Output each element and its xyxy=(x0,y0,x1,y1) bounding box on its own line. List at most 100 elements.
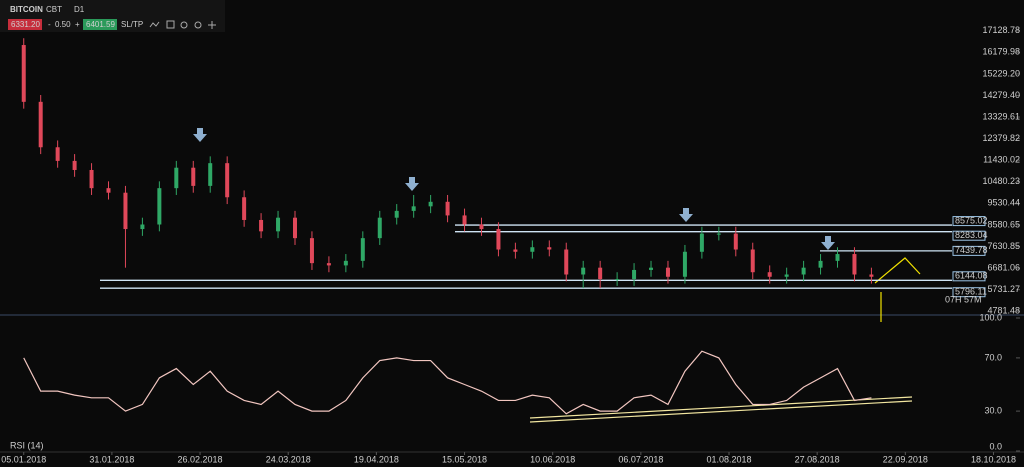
x-tick-label: 22.09.2018 xyxy=(883,454,928,464)
toolbar-icons[interactable] xyxy=(149,20,216,29)
candle-body xyxy=(123,192,128,230)
candle-body xyxy=(38,101,43,148)
icon[interactable] xyxy=(194,21,202,29)
candle-body xyxy=(292,217,297,239)
minus[interactable]: - xyxy=(48,20,51,29)
arrow xyxy=(821,236,835,250)
candle-body xyxy=(564,249,569,275)
level-label: 7439.78 xyxy=(955,245,988,255)
sltp[interactable]: SL/TP xyxy=(121,20,143,29)
candle-body xyxy=(665,267,670,277)
candle-body xyxy=(445,201,450,216)
candle-body xyxy=(242,197,247,220)
icon[interactable] xyxy=(208,21,216,29)
icon[interactable] xyxy=(166,20,175,29)
candle-body xyxy=(733,233,738,250)
arrow xyxy=(874,257,921,284)
x-tick-label: 01.08.2018 xyxy=(706,454,751,464)
y-tick-label: 14279.40 xyxy=(982,90,1020,100)
sell-button[interactable] xyxy=(8,19,42,30)
candle-body xyxy=(191,167,196,186)
rsi-tick-label: 0.0 xyxy=(989,441,1002,451)
candle-body xyxy=(869,274,874,277)
y-tick-label: 5731.27 xyxy=(987,284,1020,294)
sell-price[interactable]: 6331.20 xyxy=(11,20,40,29)
y-tick-label: 10480.23 xyxy=(982,176,1020,186)
y-tick-label: 9530.44 xyxy=(987,198,1020,208)
candle-body xyxy=(699,233,704,252)
timeframe[interactable]: D1 xyxy=(74,5,85,14)
arrow xyxy=(679,208,693,222)
level-label: 8575.02 xyxy=(955,215,988,225)
x-tick-label: 05.01.2018 xyxy=(1,454,46,464)
candle-body xyxy=(716,233,721,235)
candle-body xyxy=(140,224,145,230)
candle-body xyxy=(632,269,637,280)
x-tick-label: 31.01.2018 xyxy=(89,454,134,464)
candle-body xyxy=(615,279,620,281)
candle-body xyxy=(428,201,433,207)
candle-body xyxy=(106,188,111,193)
plus[interactable]: + xyxy=(75,20,80,29)
candle-body xyxy=(852,254,857,275)
level-label: 8283.04 xyxy=(955,230,988,240)
candle-body xyxy=(21,45,26,102)
candle-body xyxy=(479,224,484,230)
candle-body xyxy=(157,188,162,225)
x-tick-label: 24.03.2018 xyxy=(266,454,311,464)
x-tick-label: 18.10.2018 xyxy=(971,454,1016,464)
candle-body xyxy=(767,272,772,277)
candle-body xyxy=(174,167,179,189)
x-tick-label: 26.02.2018 xyxy=(178,454,223,464)
exchange[interactable]: CBT xyxy=(46,5,62,14)
level-box xyxy=(952,245,986,256)
projection-arrows xyxy=(874,257,921,322)
candle-body xyxy=(360,238,365,261)
candle-body xyxy=(394,210,399,218)
candle-body xyxy=(547,247,552,250)
level-label: 6144.08 xyxy=(955,271,988,281)
buy-button[interactable] xyxy=(83,19,117,30)
symbol[interactable]: BITCOIN xyxy=(10,5,43,14)
y-tick-label: 12379.82 xyxy=(982,133,1020,143)
rsi-tick-label: 100.0 xyxy=(979,312,1002,322)
candle-body xyxy=(225,163,230,198)
icon[interactable] xyxy=(180,21,188,29)
candle-body xyxy=(276,217,281,232)
rsi-trendlines xyxy=(529,396,913,423)
candle-body xyxy=(784,274,789,277)
rsi-tick-label: 70.0 xyxy=(984,352,1002,362)
candle-body xyxy=(411,206,416,211)
y-tick-label: 15229.20 xyxy=(982,68,1020,78)
candle-body xyxy=(496,229,501,250)
x-tick-label: 19.04.2018 xyxy=(354,454,399,464)
x-tick-label: 27.08.2018 xyxy=(795,454,840,464)
rsi-line xyxy=(23,350,872,415)
buy-price[interactable]: 6401.59 xyxy=(86,20,115,29)
y-tick-label: 11430.02 xyxy=(983,155,1020,165)
candle-body xyxy=(835,254,840,261)
candle-body xyxy=(208,163,213,186)
level-box xyxy=(952,287,986,298)
candle-body xyxy=(326,263,331,266)
level-box xyxy=(952,271,986,282)
x-tick-label: 06.07.2018 xyxy=(618,454,663,464)
peak-arrows xyxy=(193,128,835,250)
y-tick-label: 16179.98 xyxy=(982,47,1020,57)
x-tick-label: 10.06.2018 xyxy=(530,454,575,464)
candle-body xyxy=(649,267,654,270)
candle-body xyxy=(343,260,348,266)
countdown: 07H 57M xyxy=(945,294,982,304)
arrow xyxy=(193,128,207,142)
spread: 0.50 xyxy=(55,20,71,29)
y-tick-label: 6681.06 xyxy=(987,262,1020,272)
rsi-tick-label: 30.0 xyxy=(984,405,1002,415)
candle-body xyxy=(55,147,60,161)
candle-body xyxy=(513,249,518,252)
candle-body xyxy=(818,260,823,268)
icon[interactable] xyxy=(149,21,160,28)
trendline xyxy=(529,396,913,419)
candle-body xyxy=(259,219,264,232)
